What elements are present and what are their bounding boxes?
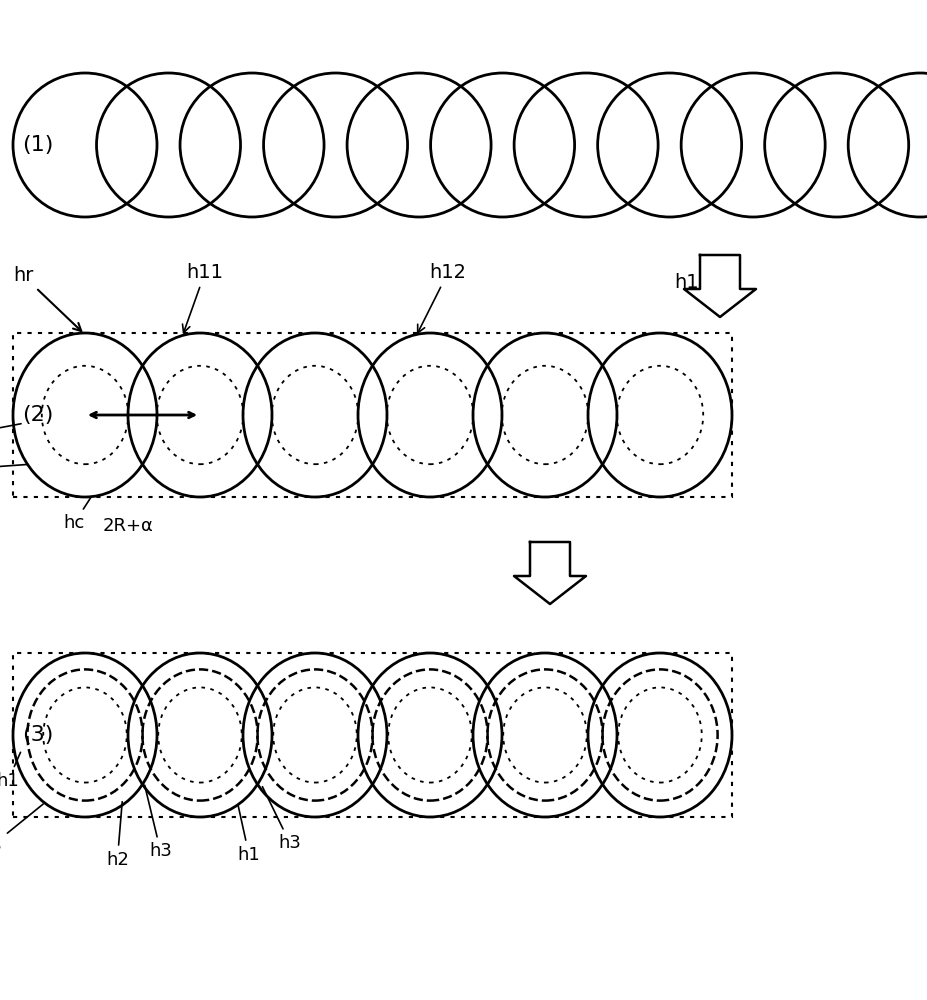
Polygon shape (514, 542, 586, 604)
Text: (2): (2) (22, 405, 54, 425)
Text: hr: hr (13, 266, 82, 331)
Bar (13, 333, 732, 497)
Text: (3): (3) (22, 725, 54, 745)
Text: h13: h13 (675, 273, 711, 292)
Text: ha: ha (0, 424, 21, 444)
Text: 2R+α: 2R+α (103, 517, 154, 535)
Text: hb: hb (0, 460, 28, 478)
Text: hc: hc (64, 498, 91, 532)
Text: h12: h12 (418, 263, 466, 333)
Bar (13, 653, 732, 817)
Text: h3: h3 (262, 787, 301, 852)
Text: h1: h1 (237, 805, 260, 864)
Text: (1): (1) (22, 135, 54, 155)
Text: h11: h11 (183, 263, 223, 333)
Text: h2: h2 (106, 802, 129, 869)
Text: h3: h3 (145, 785, 172, 860)
Polygon shape (684, 255, 756, 317)
Text: h1: h1 (0, 752, 20, 790)
Text: h3: h3 (0, 804, 44, 855)
